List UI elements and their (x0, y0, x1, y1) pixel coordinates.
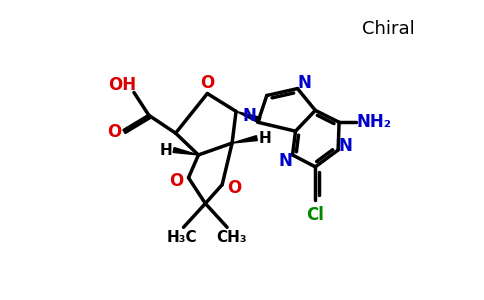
Text: H₃C: H₃C (166, 230, 197, 245)
Text: O: O (227, 178, 241, 196)
Text: Chiral: Chiral (362, 20, 415, 38)
Text: O: O (169, 172, 184, 190)
Text: Cl: Cl (306, 206, 324, 224)
Polygon shape (236, 111, 261, 123)
Text: N: N (338, 137, 352, 155)
Text: O: O (200, 74, 214, 92)
Text: O: O (107, 123, 121, 141)
Text: OH: OH (108, 76, 136, 94)
Polygon shape (232, 136, 257, 143)
Text: N: N (243, 107, 257, 125)
Text: H: H (159, 142, 172, 158)
Text: H: H (258, 130, 271, 146)
Text: N: N (298, 74, 311, 92)
Text: CH₃: CH₃ (216, 230, 246, 245)
Polygon shape (173, 148, 198, 155)
Text: N: N (279, 152, 292, 170)
Text: NH₂: NH₂ (356, 113, 391, 131)
